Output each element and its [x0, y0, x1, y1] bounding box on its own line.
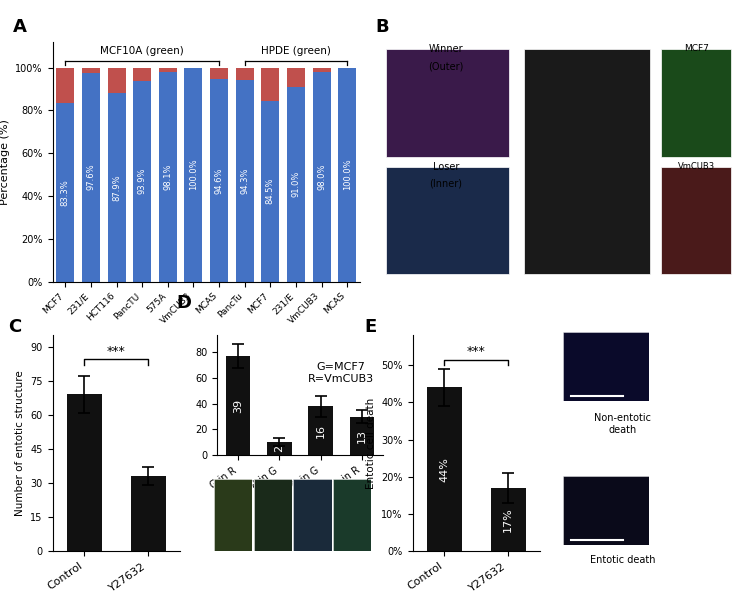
Text: B: B [376, 18, 389, 36]
Text: MCF10A (green): MCF10A (green) [100, 46, 184, 56]
Text: 84.5%: 84.5% [266, 178, 274, 204]
Bar [524, 49, 650, 274]
Bar [134, 81, 152, 282]
Text: A: A [13, 18, 26, 36]
Bar [313, 68, 331, 72]
Text: VmCUB3: VmCUB3 [678, 162, 715, 171]
Text: 91.0%: 91.0% [292, 171, 301, 198]
Text: Entotic death: Entotic death [590, 555, 656, 565]
Bar [159, 72, 177, 282]
Bar [159, 68, 177, 72]
Text: 16: 16 [316, 423, 326, 438]
Text: 13: 13 [357, 429, 367, 443]
Text: C: C [8, 318, 21, 336]
Bar [427, 388, 462, 551]
Text: D: D [176, 294, 191, 311]
Text: 94.3%: 94.3% [240, 167, 249, 194]
Y-axis label: Entotic cell death: Entotic cell death [366, 398, 376, 489]
Bar [236, 68, 254, 80]
Bar [210, 79, 228, 282]
Text: ***: *** [106, 345, 125, 358]
Text: 94.6%: 94.6% [214, 167, 223, 193]
Text: ***: *** [466, 345, 486, 358]
Text: Non-entotic
death: Non-entotic death [594, 413, 651, 435]
Bar [56, 103, 74, 282]
Bar [210, 68, 228, 79]
Text: 44%: 44% [440, 457, 449, 482]
Bar [261, 101, 279, 282]
Y-axis label: Number of entotic structure: Number of entotic structure [15, 370, 25, 516]
Bar [490, 488, 526, 551]
Text: 87.9%: 87.9% [112, 174, 121, 201]
Bar [130, 476, 166, 551]
Y-axis label: Percentage (%): Percentage (%) [0, 119, 10, 205]
Text: 17%: 17% [503, 507, 513, 532]
Bar [107, 68, 125, 93]
Bar [308, 406, 333, 455]
Bar [107, 93, 125, 282]
Bar [134, 68, 152, 81]
Text: HPDE (green): HPDE (green) [261, 46, 331, 56]
Text: 83.3%: 83.3% [61, 179, 70, 206]
Text: 39: 39 [233, 398, 243, 413]
Bar [661, 167, 731, 274]
Text: 100.0%: 100.0% [189, 159, 198, 190]
Bar [287, 68, 305, 87]
Bar [338, 68, 356, 282]
Bar [386, 167, 509, 274]
Bar [226, 356, 251, 455]
Text: MCF7: MCF7 [684, 44, 709, 53]
Bar [236, 80, 254, 282]
Bar [82, 72, 100, 282]
Text: 93.9%: 93.9% [138, 168, 147, 194]
Text: G=MCF7
R=VmCUB3: G=MCF7 R=VmCUB3 [308, 362, 374, 384]
Bar [56, 68, 74, 103]
Bar [82, 68, 100, 72]
Bar [261, 68, 279, 101]
Bar [267, 442, 292, 455]
Bar [184, 68, 202, 282]
Text: 2: 2 [274, 445, 284, 452]
Bar [386, 49, 509, 157]
Bar [287, 87, 305, 282]
Bar [350, 416, 374, 455]
Text: Winner: Winner [429, 44, 464, 55]
Text: Loser: Loser [433, 162, 459, 172]
Bar [313, 72, 331, 282]
Text: (Inner): (Inner) [430, 179, 463, 189]
Text: 97.6%: 97.6% [86, 164, 95, 190]
Text: (Outer): (Outer) [428, 61, 464, 71]
Text: 100.0%: 100.0% [343, 159, 352, 190]
Text: E: E [364, 318, 376, 336]
Text: 98.1%: 98.1% [164, 164, 172, 190]
Text: 98.0%: 98.0% [317, 164, 326, 190]
Bar [661, 49, 731, 157]
Bar [67, 395, 102, 551]
